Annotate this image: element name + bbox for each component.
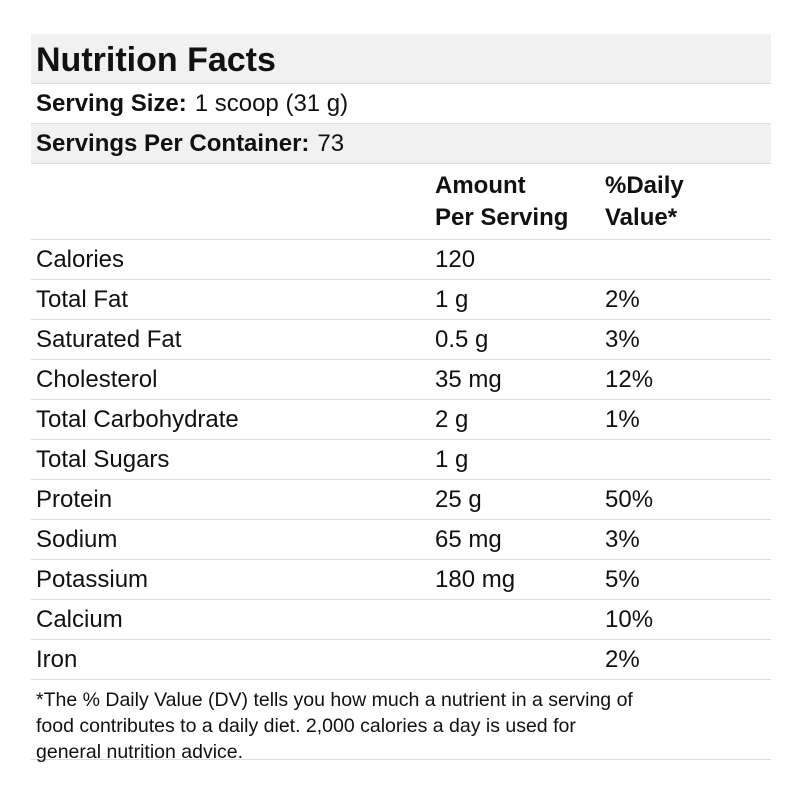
nutrient-name: Total Carbohydrate: [36, 405, 239, 433]
nutrient-daily-value: 3%: [605, 525, 640, 553]
footnote-text: *The % Daily Value (DV) tells you how mu…: [36, 689, 633, 763]
daily-value-header: %Daily Value*: [605, 170, 684, 234]
nutrient-amount: 35 mg: [435, 365, 502, 393]
nutrient-amount: 65 mg: [435, 525, 502, 553]
nutrient-row-sodium: Sodium 65 mg 3%: [31, 520, 771, 560]
nutrient-row-calories: Calories 120: [31, 240, 771, 280]
nutrient-daily-value: 1%: [605, 405, 640, 433]
nutrient-daily-value: 12%: [605, 365, 654, 393]
nutrient-amount: 120: [435, 245, 476, 273]
nutrient-table: Calories 120 Total Fat 1 g 2% Saturated …: [31, 240, 771, 680]
nutrient-amount: 0.5 g: [435, 325, 489, 353]
nutrient-daily-value: 5%: [605, 565, 640, 593]
nutrient-name: Protein: [36, 485, 113, 513]
nutrient-name: Calories: [36, 245, 125, 273]
nutrient-name: Total Fat: [36, 285, 129, 313]
nutrient-amount: 180 mg: [435, 565, 516, 593]
nutrient-row-calcium: Calcium 10%: [31, 600, 771, 640]
nutrient-name: Potassium: [36, 565, 149, 593]
nutrient-daily-value: 3%: [605, 325, 640, 353]
nutrient-daily-value: 2%: [605, 285, 640, 313]
serving-size-row: Serving Size: 1 scoop (31 g): [31, 84, 771, 124]
column-header-row: Amount Per Serving %Daily Value*: [31, 164, 771, 240]
nutrient-name: Sodium: [36, 525, 118, 553]
nutrient-daily-value: 2%: [605, 645, 640, 673]
nutrient-daily-value: 50%: [605, 485, 654, 513]
nutrient-row-total-fat: Total Fat 1 g 2%: [31, 280, 771, 320]
title-row: Nutrition Facts: [31, 34, 771, 84]
nutrient-name: Saturated Fat: [36, 325, 182, 353]
nutrient-name: Iron: [36, 645, 78, 673]
nutrient-row-saturated-fat: Saturated Fat 0.5 g 3%: [31, 320, 771, 360]
nutrient-amount: 1 g: [435, 285, 469, 313]
nutrient-row-cholesterol: Cholesterol 35 mg 12%: [31, 360, 771, 400]
nutrient-row-potassium: Potassium 180 mg 5%: [31, 560, 771, 600]
nutrient-amount: 25 g: [435, 485, 482, 513]
servings-per-container-row: Servings Per Container: 73: [31, 124, 771, 164]
nutrient-row-total-sugars: Total Sugars 1 g: [31, 440, 771, 480]
daily-value-footnote: *The % Daily Value (DV) tells you how mu…: [31, 680, 771, 763]
amount-per-serving-header: Amount Per Serving: [435, 170, 568, 234]
nutrient-name: Calcium: [36, 605, 123, 633]
nutrition-facts-title: Nutrition Facts: [36, 40, 276, 79]
amount-header-line1: Amount: [435, 172, 526, 199]
nutrient-row-protein: Protein 25 g 50%: [31, 480, 771, 520]
nutrient-name: Cholesterol: [36, 365, 158, 393]
servings-per-container-label: Servings Per Container:: [36, 129, 310, 157]
nutrient-daily-value: 10%: [605, 605, 654, 633]
nutrient-amount: 2 g: [435, 405, 469, 433]
nutrient-row-total-carbohydrate: Total Carbohydrate 2 g 1%: [31, 400, 771, 440]
serving-size-value: 1 scoop (31 g): [194, 89, 349, 117]
dv-header-line2: Value*: [605, 204, 678, 231]
serving-size-label: Serving Size:: [36, 89, 187, 117]
nutrient-row-iron: Iron 2%: [31, 640, 771, 680]
nutrient-amount: 1 g: [435, 445, 469, 473]
nutrition-facts-panel: Nutrition Facts Serving Size: 1 scoop (3…: [31, 34, 771, 763]
nutrient-name: Total Sugars: [36, 445, 170, 473]
amount-header-line2: Per Serving: [435, 204, 569, 231]
dv-header-line1: %Daily: [605, 172, 684, 199]
servings-per-container-value: 73: [317, 129, 345, 157]
